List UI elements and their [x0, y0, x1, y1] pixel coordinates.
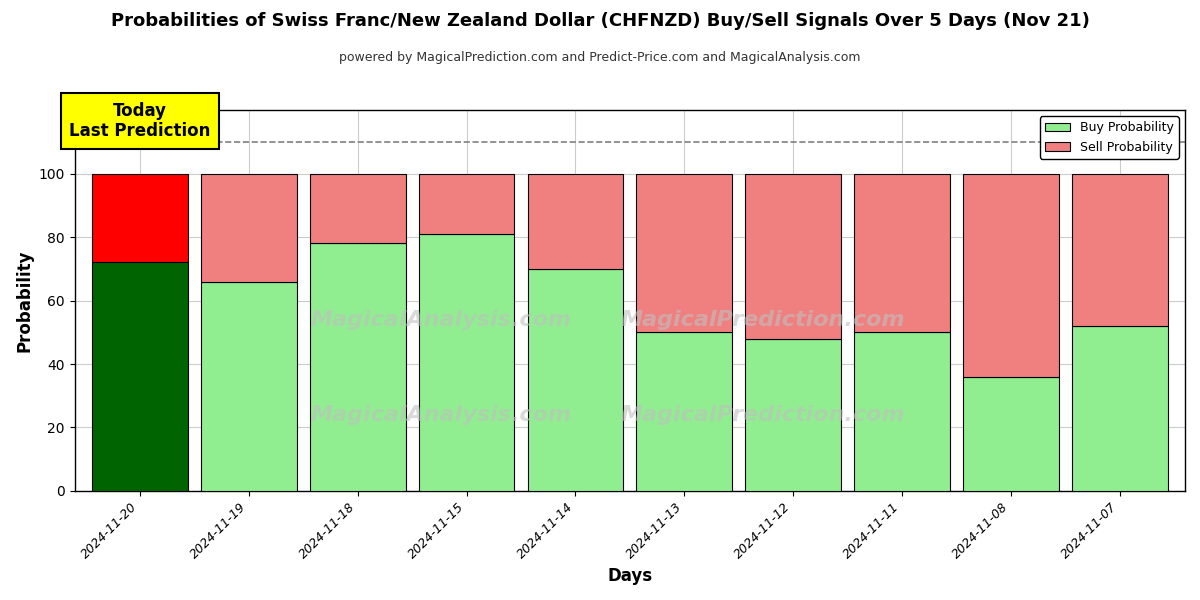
Text: Probabilities of Swiss Franc/New Zealand Dollar (CHFNZD) Buy/Sell Signals Over 5: Probabilities of Swiss Franc/New Zealand… [110, 12, 1090, 30]
Y-axis label: Probability: Probability [16, 250, 34, 352]
Text: MagicalPrediction.com: MagicalPrediction.com [620, 310, 905, 329]
Bar [419, 234, 515, 491]
Bar [962, 173, 1058, 377]
Bar [636, 332, 732, 491]
Bar [200, 281, 296, 491]
Bar [92, 173, 188, 262]
Bar [854, 173, 950, 332]
Bar [200, 173, 296, 281]
Bar [745, 338, 841, 491]
Text: MagicalAnalysis.com: MagicalAnalysis.com [311, 405, 571, 425]
Bar [92, 262, 188, 491]
Bar [1072, 173, 1168, 326]
Bar [854, 332, 950, 491]
Text: Today
Last Prediction: Today Last Prediction [70, 101, 211, 140]
Bar [1072, 326, 1168, 491]
X-axis label: Days: Days [607, 567, 653, 585]
Legend: Buy Probability, Sell Probability: Buy Probability, Sell Probability [1040, 116, 1178, 159]
Bar [310, 244, 406, 491]
Bar [528, 269, 623, 491]
Text: MagicalPrediction.com: MagicalPrediction.com [620, 405, 905, 425]
Bar [528, 173, 623, 269]
Bar [962, 377, 1058, 491]
Text: MagicalAnalysis.com: MagicalAnalysis.com [311, 310, 571, 329]
Text: powered by MagicalPrediction.com and Predict-Price.com and MagicalAnalysis.com: powered by MagicalPrediction.com and Pre… [340, 50, 860, 64]
Bar [310, 173, 406, 244]
Bar [419, 173, 515, 234]
Bar [745, 173, 841, 338]
Bar [636, 173, 732, 332]
